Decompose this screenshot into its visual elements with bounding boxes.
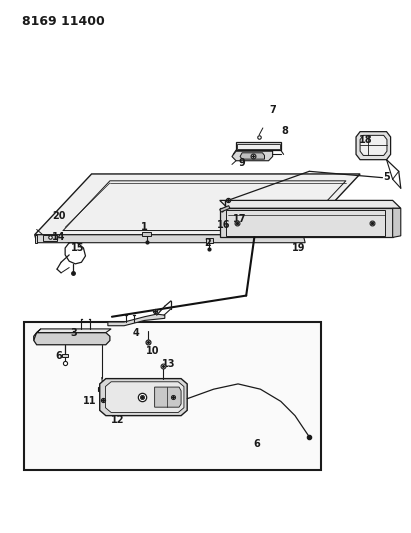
Text: 5: 5 <box>383 172 390 182</box>
Text: 20: 20 <box>52 211 66 221</box>
Bar <box>25 322 321 470</box>
Polygon shape <box>43 235 57 241</box>
Polygon shape <box>206 238 213 243</box>
Text: 15: 15 <box>71 243 84 253</box>
Polygon shape <box>105 382 184 413</box>
Text: 19: 19 <box>292 243 306 253</box>
Text: 18: 18 <box>359 134 373 144</box>
Polygon shape <box>34 329 41 341</box>
Text: 10: 10 <box>146 346 159 356</box>
Polygon shape <box>360 135 387 156</box>
Polygon shape <box>35 235 305 243</box>
Text: 1: 1 <box>141 222 148 232</box>
Text: 8: 8 <box>282 126 288 135</box>
Polygon shape <box>100 378 187 416</box>
Text: 17: 17 <box>233 214 247 224</box>
Polygon shape <box>34 333 110 345</box>
Polygon shape <box>356 132 390 160</box>
Polygon shape <box>62 354 68 358</box>
Text: 2: 2 <box>204 238 211 248</box>
Polygon shape <box>220 208 393 237</box>
Polygon shape <box>155 387 181 407</box>
Polygon shape <box>220 200 401 208</box>
Polygon shape <box>143 232 150 236</box>
Polygon shape <box>37 329 111 333</box>
Polygon shape <box>220 206 230 212</box>
Polygon shape <box>108 314 165 326</box>
Polygon shape <box>98 387 107 391</box>
Polygon shape <box>240 153 265 159</box>
Text: 12: 12 <box>111 415 125 425</box>
Text: 8169 11400: 8169 11400 <box>23 15 105 28</box>
Polygon shape <box>226 210 385 236</box>
Text: 14: 14 <box>52 232 66 243</box>
Polygon shape <box>393 208 401 237</box>
Polygon shape <box>236 142 281 150</box>
Text: 9: 9 <box>239 158 245 168</box>
Text: 6: 6 <box>55 351 62 361</box>
Text: 4: 4 <box>133 328 140 337</box>
Polygon shape <box>232 151 272 161</box>
Polygon shape <box>35 235 37 243</box>
Polygon shape <box>237 144 279 149</box>
Text: 11: 11 <box>83 397 96 406</box>
Polygon shape <box>35 174 360 235</box>
Text: 3: 3 <box>70 328 77 337</box>
Text: 7: 7 <box>269 106 276 116</box>
Text: 16: 16 <box>217 220 231 230</box>
Text: 6: 6 <box>253 439 260 449</box>
Text: 13: 13 <box>162 359 175 369</box>
